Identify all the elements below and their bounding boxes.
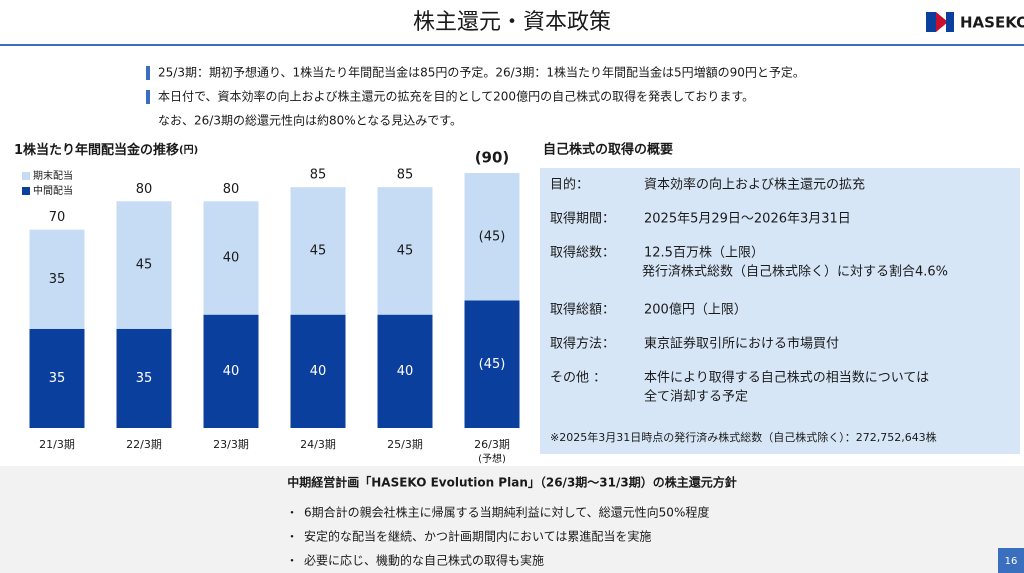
total-label: 80	[223, 182, 240, 197]
highlight-marker	[146, 90, 150, 104]
data-label: (45)	[479, 229, 506, 244]
policy-title: 中期経営計画「HASEKO Evolution Plan」（26/3期～31/3…	[287, 475, 736, 490]
data-label: 35	[136, 371, 153, 386]
bar-segment	[203, 314, 259, 428]
highlight-text: 本日付で、資本効率の向上および株主還元の拡充を目的として200億円の自己株式の取…	[158, 89, 754, 104]
x-tick-label: 24/3期	[300, 438, 336, 451]
policy-item: 6期合計の親会社株主に帰属する当期純利益に対して、総還元性向50%程度	[304, 505, 709, 520]
page-number-box	[998, 548, 1024, 573]
bar-segment	[116, 328, 172, 428]
row-label: 目的：	[550, 177, 589, 193]
data-label: 45	[397, 243, 414, 258]
row-value: 資本効率の向上および株主還元の拡充	[644, 177, 865, 193]
row-label: 取得方法：	[550, 336, 615, 352]
policy-item: 安定的な配当を継続、かつ計画期間内においては累進配当を実施	[304, 529, 651, 544]
bar-segment	[377, 187, 433, 315]
chart-title-text: 1株当たり年間配当金の推移	[14, 142, 179, 158]
buyback-box	[540, 168, 1020, 454]
total-label: (90)	[475, 149, 510, 167]
buyback-title: 自己株式の取得の概要	[543, 142, 673, 158]
row-value: 200億円（上限）	[644, 302, 747, 318]
bullet: ・	[286, 530, 298, 544]
logo-text: HASEKO	[960, 14, 1024, 32]
logo	[926, 12, 954, 32]
highlight-text: なお、26/3期の総還元性向は約80%となる見込みです。	[158, 113, 462, 128]
legend-swatch	[22, 187, 30, 195]
total-label: 85	[397, 168, 414, 183]
legend-label: 期末配当	[33, 169, 73, 182]
total-label: 80	[136, 182, 153, 197]
row-value: 全て消却する予定	[644, 389, 748, 405]
highlight-marker	[146, 66, 150, 80]
row-value: 本件により取得する自己株式の相当数については	[644, 370, 929, 386]
data-label: 40	[223, 251, 240, 266]
bar-segment	[290, 314, 346, 428]
highlight-text: 25/3期：期初予想通り、1株当たり年間配当金は85円の予定。26/3期：1株当…	[158, 65, 805, 80]
bullet: ・	[286, 506, 298, 520]
legend-label: 中間配当	[33, 184, 73, 197]
slide-title: 株主還元・資本政策	[413, 10, 611, 35]
bar-segment	[29, 229, 85, 329]
buyback-note: ※2025年3月31日時点の発行済み株式総数（自己株式除く）：272,752,6…	[550, 430, 937, 444]
data-label: 40	[223, 364, 240, 379]
bar-segment	[377, 314, 433, 428]
legend-swatch	[22, 172, 30, 180]
row-label: その他 ：	[550, 371, 606, 386]
row-label: 取得総額：	[550, 302, 615, 318]
policy-item: 必要に応じ、機動的な自己株式の取得も実施	[304, 553, 544, 568]
x-tick-label: 25/3期	[387, 438, 423, 451]
data-label: 35	[49, 371, 66, 386]
policy-box	[0, 466, 1024, 573]
data-label: 40	[397, 364, 414, 379]
data-label: (45)	[479, 357, 506, 372]
page-number: 16	[1005, 556, 1018, 567]
bar-segment	[116, 201, 172, 329]
bar-segment	[464, 300, 520, 428]
data-label: 35	[49, 272, 66, 287]
x-tick-label: 23/3期	[213, 438, 249, 451]
forecast-note: (予想)	[478, 452, 506, 465]
row-value: 東京証券取引所における市場買付	[644, 336, 839, 352]
x-tick-label: 21/3期	[39, 438, 75, 451]
row-value: 12.5百万株（上限）	[644, 246, 764, 261]
chart-title: 1株当たり年間配当金の推移(円)	[14, 142, 198, 158]
row-value: 発行済株式総数（自己株式除く）に対する割合4.6%	[642, 264, 948, 280]
data-label: 40	[310, 364, 327, 379]
x-tick-label: 22/3期	[126, 438, 162, 451]
bar-segment	[464, 173, 520, 301]
x-tick-label: 26/3期	[474, 438, 510, 451]
header-rule	[0, 44, 1024, 46]
bar-segment	[203, 201, 259, 315]
row-label: 取得期間：	[550, 211, 615, 227]
bar-segment	[290, 187, 346, 315]
data-label: 45	[136, 258, 153, 273]
row-label: 取得総数：	[550, 245, 615, 261]
row-value: 2025年5月29日～2026年3月31日	[644, 212, 851, 227]
chart-unit: (円)	[179, 144, 198, 156]
bullet: ・	[286, 554, 298, 568]
total-label: 70	[49, 210, 66, 225]
total-label: 85	[310, 168, 327, 183]
bar-segment	[29, 328, 85, 428]
data-label: 45	[310, 243, 327, 258]
